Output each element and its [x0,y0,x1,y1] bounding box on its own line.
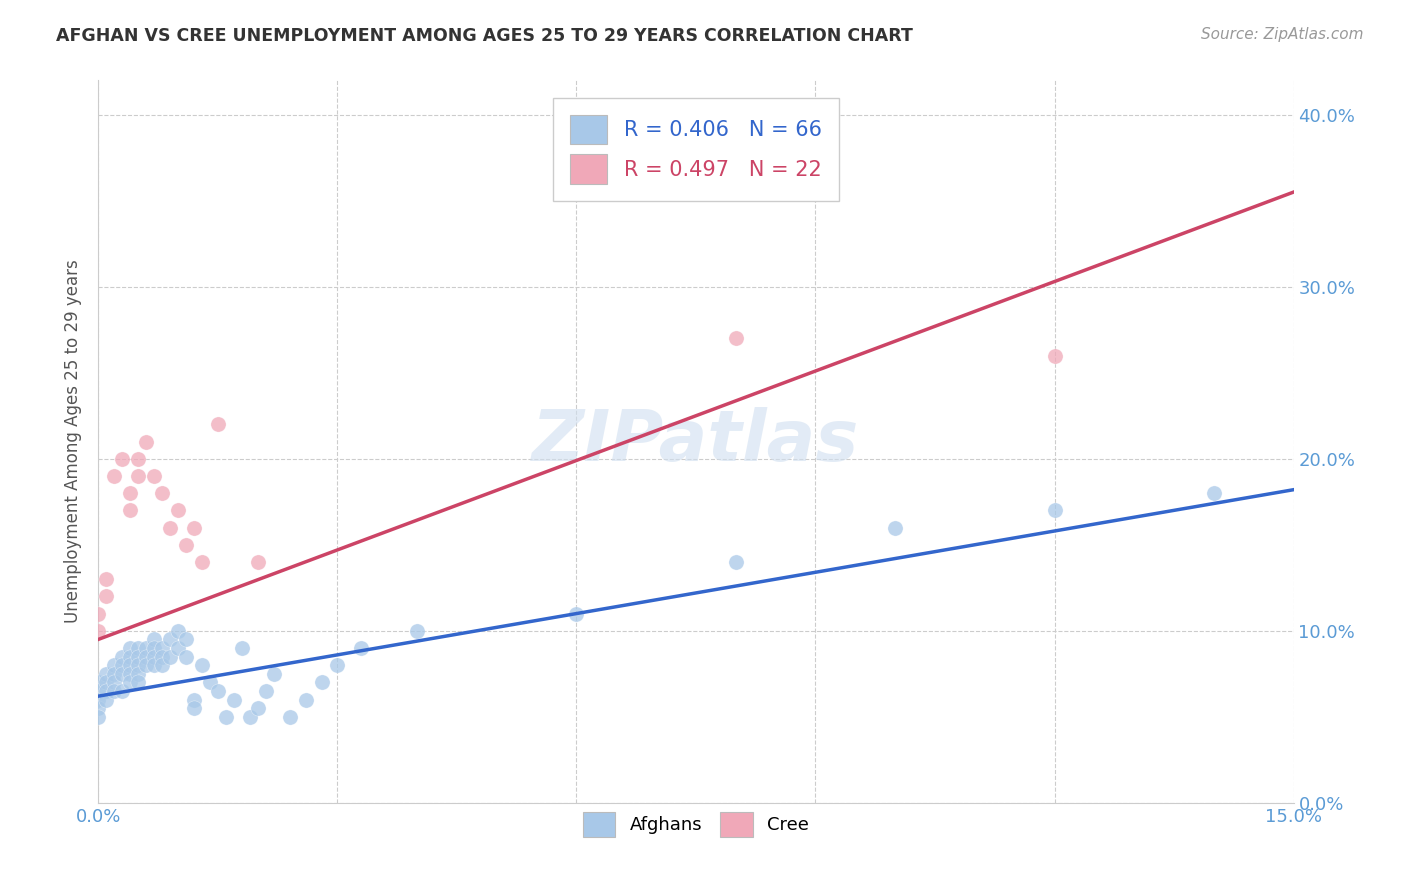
Point [127,658,149,673]
Point [1202,486,1225,500]
Point [120,666,142,681]
Point [215,710,238,724]
Point [127,649,149,664]
Point [120,486,142,500]
Point [127,640,149,655]
Point [96,666,118,681]
Point [1043,503,1066,517]
Point [143,649,166,664]
Point [278,710,301,724]
Point [311,675,333,690]
Point [143,632,166,647]
Point [96,692,118,706]
Text: Source: ZipAtlas.com: Source: ZipAtlas.com [1201,27,1364,42]
Point [103,469,125,483]
Point [183,692,205,706]
Point [143,658,166,673]
Point [167,624,190,638]
Point [565,607,588,621]
Point [246,701,269,715]
Point [191,555,214,569]
Text: ZIPatlas: ZIPatlas [533,407,859,476]
Legend: Afghans, Cree: Afghans, Cree [568,797,824,852]
Point [207,417,229,432]
Point [87,675,110,690]
Point [174,538,197,552]
Point [150,486,173,500]
Point [96,675,118,690]
Point [191,658,214,673]
Point [111,684,134,698]
Point [198,675,221,690]
Point [239,710,262,724]
Point [87,607,110,621]
Point [143,640,166,655]
Point [326,658,349,673]
Point [207,684,229,698]
Point [135,434,157,449]
Point [159,632,181,647]
Point [103,666,125,681]
Point [103,658,125,673]
Point [127,451,149,466]
Point [87,701,110,715]
Point [120,658,142,673]
Point [87,624,110,638]
Point [150,658,173,673]
Point [150,649,173,664]
Point [174,649,197,664]
Point [150,640,173,655]
Point [96,684,118,698]
Point [350,640,373,655]
Point [167,640,190,655]
Point [254,684,277,698]
Point [159,649,181,664]
Point [135,658,157,673]
Y-axis label: Unemployment Among Ages 25 to 29 years: Unemployment Among Ages 25 to 29 years [65,260,83,624]
Point [120,649,142,664]
Point [183,520,205,534]
Point [884,520,907,534]
Point [103,684,125,698]
Point [96,572,118,586]
Point [159,520,181,534]
Point [120,640,142,655]
Point [167,503,190,517]
Point [111,649,134,664]
Text: AFGHAN VS CREE UNEMPLOYMENT AMONG AGES 25 TO 29 YEARS CORRELATION CHART: AFGHAN VS CREE UNEMPLOYMENT AMONG AGES 2… [56,27,912,45]
Point [222,692,245,706]
Point [120,503,142,517]
Point [127,675,149,690]
Point [263,666,285,681]
Point [143,469,166,483]
Point [1043,349,1066,363]
Point [103,675,125,690]
Point [183,701,205,715]
Point [231,640,253,655]
Point [135,649,157,664]
Point [294,692,316,706]
Point [111,666,134,681]
Point [724,555,747,569]
Point [246,555,269,569]
Point [87,684,110,698]
Point [111,451,134,466]
Point [87,710,110,724]
Point [406,624,429,638]
Point [127,469,149,483]
Point [87,692,110,706]
Point [127,666,149,681]
Point [96,590,118,604]
Point [120,675,142,690]
Point [724,331,747,345]
Point [111,658,134,673]
Point [174,632,197,647]
Point [135,640,157,655]
